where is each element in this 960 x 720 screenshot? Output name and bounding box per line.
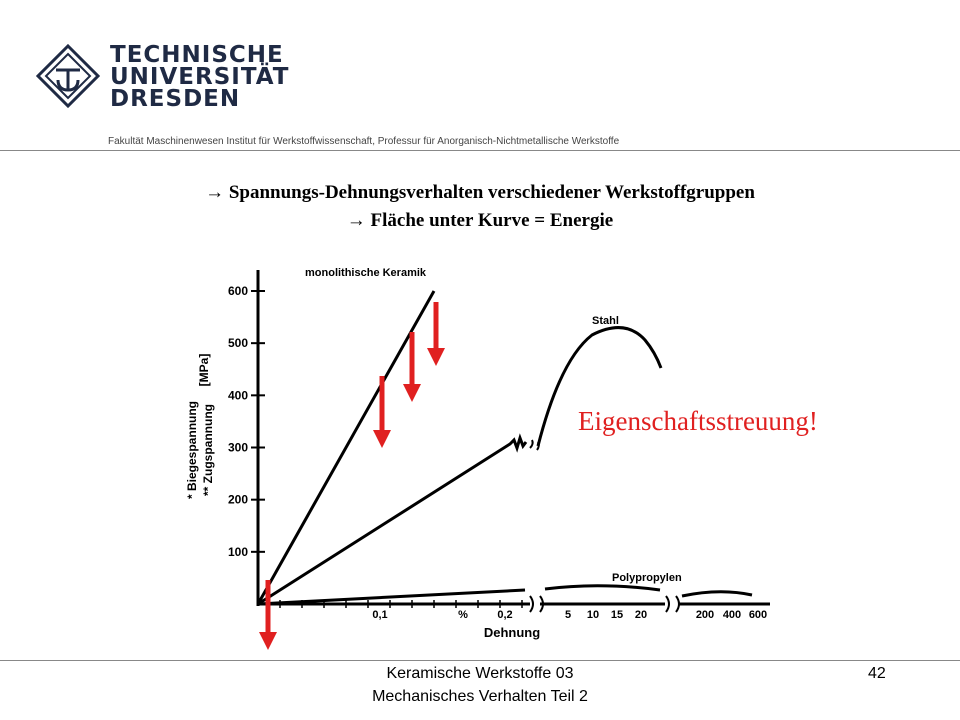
scatter-emphasis-label: Eigenschaftsstreuung! — [578, 406, 818, 436]
red-arrow — [373, 376, 391, 448]
university-line-1: TECHNISCHE — [110, 42, 284, 68]
red-arrow — [403, 332, 421, 402]
x-tick-label: 400 — [723, 609, 741, 621]
university-name: TECHNISCHE UNIVERSITÄT DRESDEN — [110, 42, 290, 112]
label-polypropylen: Polypropylen — [612, 572, 682, 584]
y-tick-label: 200 — [228, 493, 248, 507]
faculty-line: Fakultät Maschinenwesen Institut für Wer… — [108, 136, 620, 147]
curve-polypropylen-2 — [544, 584, 661, 592]
x-axis-break-2 — [665, 595, 680, 613]
x-axis-break-1 — [529, 595, 544, 613]
red-arrow — [427, 302, 445, 366]
label-stahl: Stahl — [592, 315, 619, 327]
x-tick-label: 0,2 — [497, 609, 512, 621]
y-tick-label: 600 — [228, 284, 248, 298]
university-line-2: UNIVERSITÄT — [110, 64, 290, 90]
header-divider — [0, 150, 960, 151]
curve-polypropylen-1 — [257, 588, 526, 606]
y-tick-label: 500 — [228, 336, 248, 350]
y-axis-label-2: ** Zugspannung — [201, 404, 215, 496]
curve-keramik — [256, 290, 436, 605]
x-tick-label: 200 — [696, 609, 714, 621]
footer-line-1: Keramische Werkstoffe 03 — [386, 665, 574, 682]
curve-polypropylen-3 — [681, 590, 753, 598]
y-tick-label: 100 — [228, 545, 248, 559]
tu-dresden-logo — [36, 44, 100, 108]
y-tick-label: 400 — [228, 388, 248, 402]
page-number: 42 — [868, 665, 886, 682]
university-line-3: DRESDEN — [110, 86, 241, 112]
curve-stahl-plastic — [536, 326, 663, 447]
y-tick-label: 300 — [228, 441, 248, 455]
slide-heading-2: → Fläche unter Kurve = Energie — [346, 210, 614, 231]
x-tick-label: 5 — [565, 609, 571, 621]
label-keramik: monolithische Keramik — [305, 267, 427, 279]
footer-divider — [0, 660, 960, 661]
curve-stahl-elastic — [257, 433, 528, 606]
x-tick-label: 600 — [749, 609, 767, 621]
x-tick-label: 20 — [635, 609, 647, 621]
y-axis-label-1: * Biegespannung — [185, 401, 199, 499]
red-arrow — [259, 580, 277, 650]
x-tick-label: % — [458, 609, 468, 621]
footer-title: Keramische Werkstoffe 03 Mechanisches Ve… — [0, 662, 960, 708]
x-tick-label: 15 — [611, 609, 623, 621]
slide-heading-1: → Spannungs-Dehnungsverhalten verschiede… — [205, 182, 755, 203]
x-axis-label: Dehnung — [484, 625, 540, 640]
x-tick-label: 10 — [587, 609, 599, 621]
y-axis-unit: [MPa] — [197, 354, 211, 387]
x-tick-label: 0,1 — [372, 609, 387, 621]
footer-line-2: Mechanisches Verhalten Teil 2 — [372, 688, 588, 705]
